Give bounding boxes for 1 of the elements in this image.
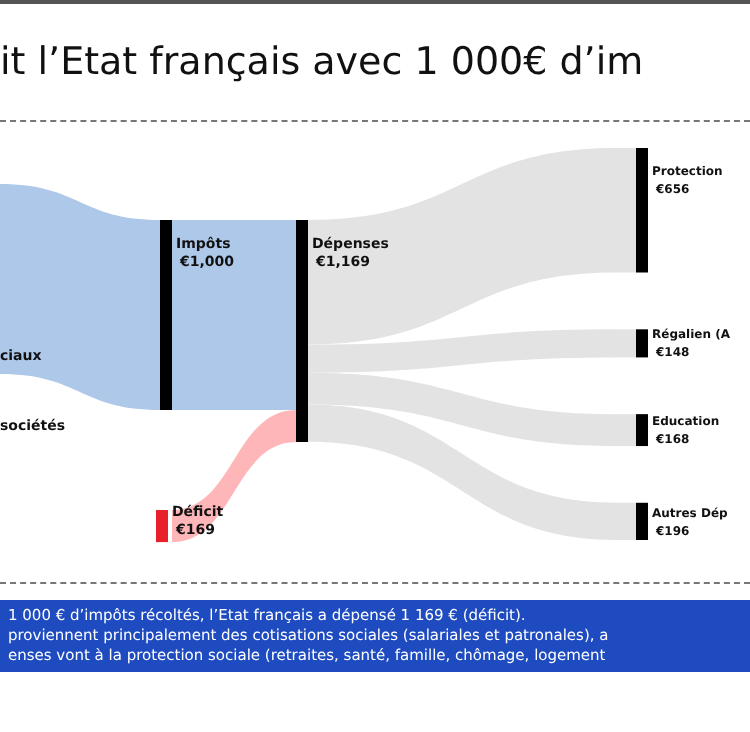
text: it l’Etat français avec 1 000€ d’im xyxy=(0,40,646,84)
